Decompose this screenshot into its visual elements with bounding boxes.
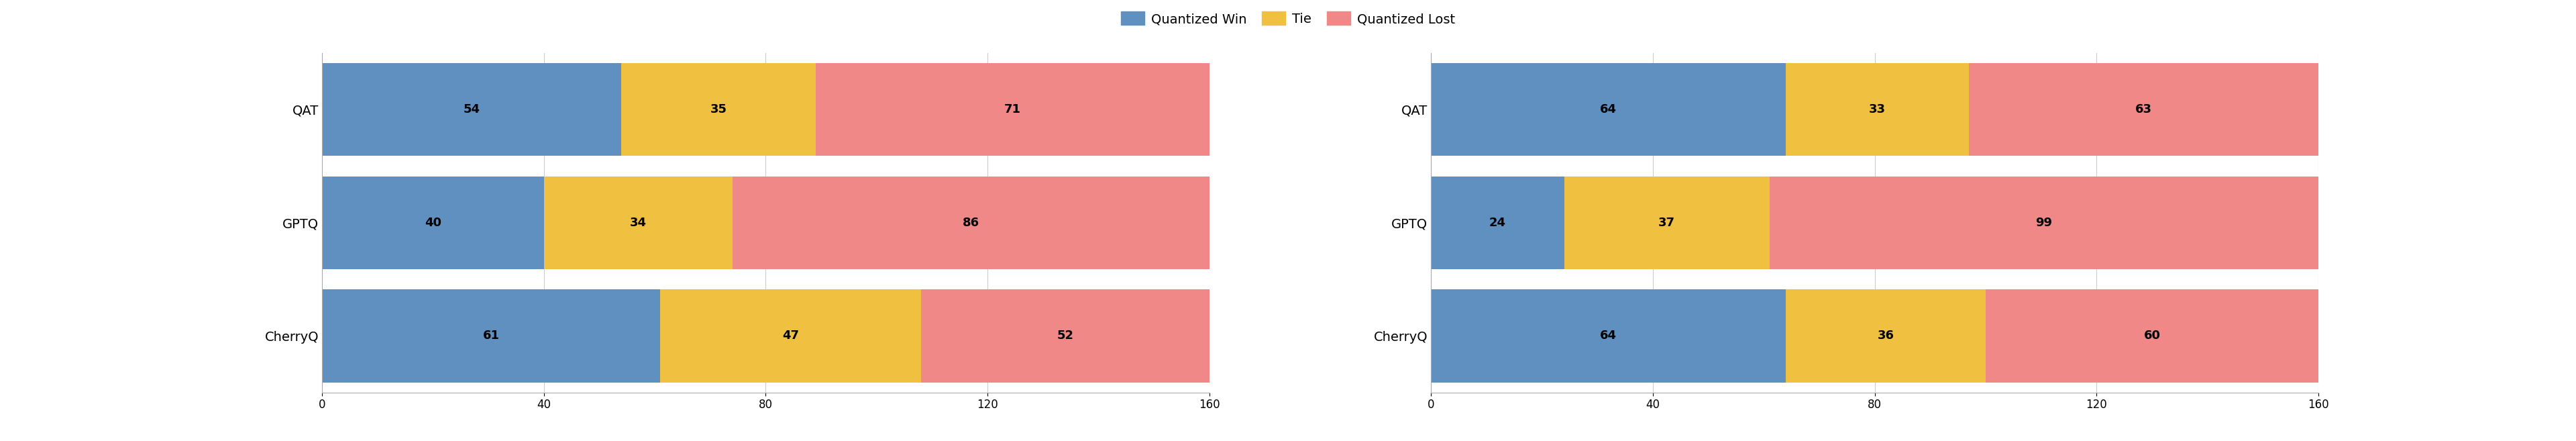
Text: 33: 33 (1870, 104, 1886, 116)
Text: 52: 52 (1056, 330, 1074, 342)
Text: 34: 34 (629, 217, 647, 229)
Text: 36: 36 (1878, 330, 1893, 342)
Text: 60: 60 (2143, 330, 2161, 342)
Text: 47: 47 (783, 330, 799, 342)
Bar (621, 63, 817, 156)
Bar (1432, 63, 1785, 156)
Bar (1432, 289, 1785, 382)
Bar (544, 176, 732, 269)
Bar (732, 176, 1208, 269)
Bar (1968, 63, 2318, 156)
Text: 99: 99 (2035, 217, 2053, 229)
Text: 61: 61 (482, 330, 500, 342)
Bar (1785, 289, 1986, 382)
Text: 64: 64 (1600, 104, 1618, 116)
Bar (322, 289, 659, 382)
Bar (1986, 289, 2318, 382)
Bar (322, 176, 544, 269)
Text: 71: 71 (1005, 104, 1020, 116)
Text: 37: 37 (1659, 217, 1674, 229)
Text: 86: 86 (963, 217, 979, 229)
Bar (922, 289, 1208, 382)
Text: 64: 64 (1600, 330, 1618, 342)
Legend: Quantized Win, Tie, Quantized Lost: Quantized Win, Tie, Quantized Lost (1115, 7, 1461, 31)
Text: 35: 35 (711, 104, 726, 116)
Bar (1770, 176, 2318, 269)
Bar (1432, 176, 1564, 269)
Text: 63: 63 (2136, 104, 2151, 116)
Bar (659, 289, 922, 382)
Bar (322, 63, 621, 156)
Text: 24: 24 (1489, 217, 1507, 229)
Text: 40: 40 (425, 217, 440, 229)
Bar (817, 63, 1208, 156)
Bar (1785, 63, 1968, 156)
Text: 54: 54 (464, 104, 479, 116)
Bar (1564, 176, 1770, 269)
